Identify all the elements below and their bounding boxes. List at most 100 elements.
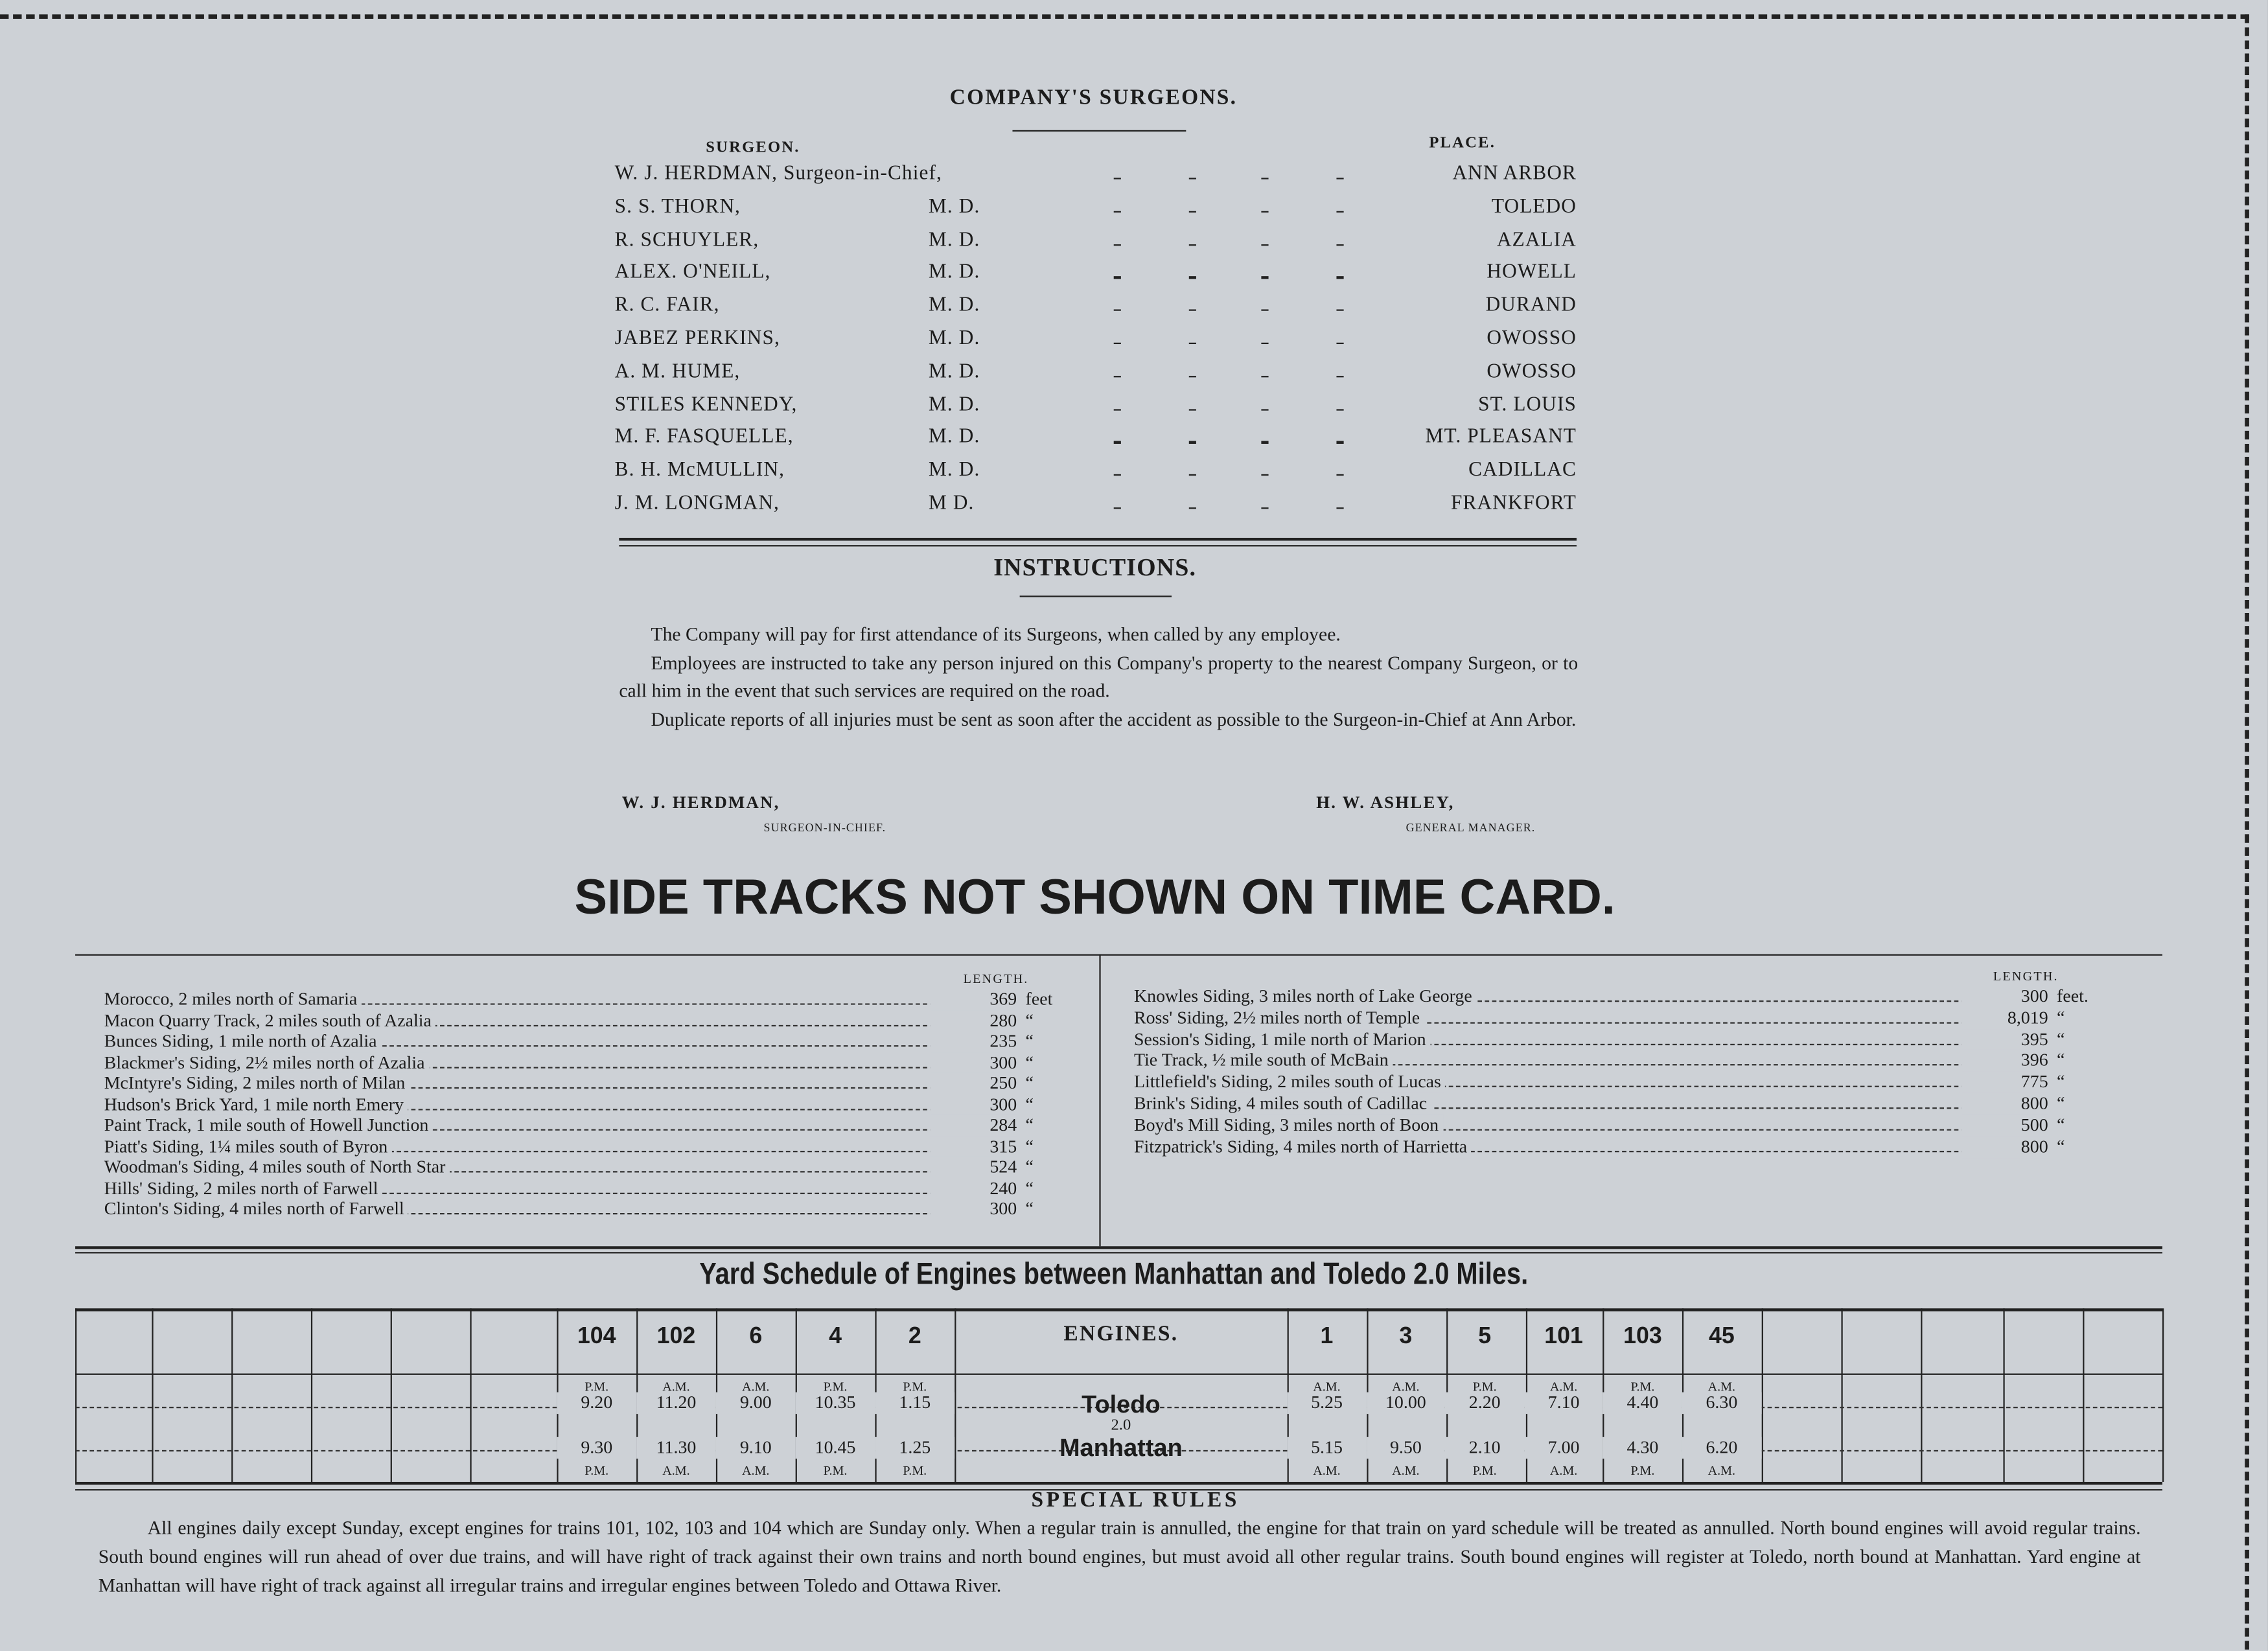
siding-length: 800 bbox=[1961, 1135, 2048, 1158]
period: P.M. bbox=[823, 1379, 848, 1394]
siding-unit: “ bbox=[2057, 1135, 2065, 1157]
leader bbox=[115, 1171, 942, 1173]
rule bbox=[1336, 474, 1344, 476]
length-header: LENGTH. bbox=[1993, 968, 2059, 984]
surgeon-degree: M. D. bbox=[929, 295, 980, 318]
time: 6.20 bbox=[1682, 1437, 1761, 1459]
siding-place: Knowles Siding, 3 miles north of Lake Ge… bbox=[1133, 986, 1477, 1008]
siding-place: McIntyre's Siding, 2 miles north of Mila… bbox=[104, 1072, 410, 1095]
siding-length: 300 bbox=[1961, 986, 2048, 1008]
rule bbox=[1113, 244, 1121, 246]
siding-length: 369 bbox=[930, 989, 1017, 1011]
time: 11.30 bbox=[636, 1437, 716, 1459]
period: A.M. bbox=[1707, 1379, 1736, 1394]
period: A.M. bbox=[662, 1379, 690, 1394]
special-rules-text: All engines daily except Sunday, except … bbox=[98, 1516, 2141, 1597]
rule bbox=[1336, 244, 1344, 246]
station-distance: 2.0 bbox=[1111, 1416, 1131, 1435]
time: 5.15 bbox=[1287, 1437, 1367, 1459]
surgeon-place: AZALIA bbox=[1496, 229, 1577, 251]
surgeon-name: R. C. FAIR, bbox=[614, 295, 720, 318]
siding-place: Fitzpatrick's Siding, 4 miles north of H… bbox=[1133, 1135, 1472, 1158]
rule bbox=[1188, 309, 1196, 312]
siding-unit: “ bbox=[1025, 1030, 1034, 1052]
siding-length: 250 bbox=[930, 1072, 1017, 1095]
engine-number: 4 bbox=[829, 1324, 842, 1349]
signature-name: H. W. ASHLEY, bbox=[1316, 792, 1455, 813]
surgeon-place: TOLEDO bbox=[1491, 196, 1577, 218]
siding-place: Session's Siding, 1 mile north of Marion bbox=[1133, 1028, 1431, 1051]
period: P.M. bbox=[903, 1462, 927, 1478]
time: 2.20 bbox=[1445, 1392, 1525, 1414]
time: 2.10 bbox=[1445, 1437, 1525, 1459]
surgeon-name: S. S. THORN, bbox=[614, 196, 741, 218]
rule bbox=[1188, 211, 1196, 213]
leader bbox=[75, 1449, 2162, 1452]
leader bbox=[115, 1129, 942, 1131]
surgeon-degree: M. D. bbox=[929, 459, 980, 482]
time: 6.30 bbox=[1682, 1392, 1761, 1414]
siding-unit: “ bbox=[1025, 1010, 1034, 1030]
rule bbox=[1188, 277, 1196, 279]
rule bbox=[619, 545, 1577, 547]
time: 10.35 bbox=[795, 1392, 875, 1414]
engine-number: 3 bbox=[1399, 1324, 1413, 1349]
siding-length: 775 bbox=[1961, 1071, 2048, 1094]
time: 4.40 bbox=[1603, 1392, 1682, 1414]
siding-length: 524 bbox=[930, 1156, 1017, 1179]
engine-number: 45 bbox=[1708, 1324, 1735, 1349]
station: Manhattan bbox=[1059, 1434, 1183, 1462]
surgeon-degree: M. D. bbox=[929, 394, 980, 416]
page-border bbox=[0, 14, 2249, 1651]
siding-length: 500 bbox=[1961, 1114, 2048, 1137]
paragraph: The Company will pay for first attendanc… bbox=[651, 623, 1341, 645]
surgeon-name: JABEZ PERKINS, bbox=[614, 328, 780, 350]
leader bbox=[115, 1003, 942, 1005]
siding-length: 284 bbox=[930, 1114, 1017, 1137]
section-title: SIDE TRACKS NOT SHOWN ON TIME CARD. bbox=[574, 870, 1615, 925]
time: 9.20 bbox=[557, 1392, 637, 1414]
rule bbox=[75, 1308, 77, 1482]
siding-place: Boyd's Mill Siding, 3 miles north of Boo… bbox=[1133, 1114, 1443, 1137]
engine-number: 2 bbox=[908, 1324, 921, 1349]
siding-place: Macon Quarry Track, 2 miles south of Aza… bbox=[104, 1010, 436, 1032]
rule bbox=[1188, 178, 1196, 180]
rule bbox=[1261, 474, 1269, 476]
section-title: SPECIAL RULES bbox=[1031, 1489, 1240, 1512]
siding-length: 8,019 bbox=[1961, 1007, 2048, 1030]
signature-role: SURGEON-IN-CHIEF. bbox=[763, 821, 886, 835]
leader bbox=[1145, 1129, 1973, 1131]
siding-place: Woodman's Siding, 4 miles south of North… bbox=[104, 1156, 450, 1179]
rule bbox=[1188, 507, 1196, 509]
rule bbox=[1113, 408, 1121, 411]
engine-number: 6 bbox=[749, 1324, 763, 1349]
engine-number: 103 bbox=[1623, 1324, 1662, 1349]
rule bbox=[1261, 244, 1269, 246]
siding-unit: “ bbox=[2057, 1071, 2065, 1092]
rule bbox=[1261, 342, 1269, 345]
siding-length: 240 bbox=[930, 1177, 1017, 1199]
siding-unit: “ bbox=[1025, 1198, 1034, 1219]
rule bbox=[1188, 408, 1196, 411]
engine-number: 101 bbox=[1544, 1324, 1583, 1349]
leader bbox=[75, 1406, 2162, 1409]
period: P.M. bbox=[1630, 1462, 1655, 1478]
rule bbox=[1336, 441, 1344, 444]
engine-number: 102 bbox=[656, 1324, 696, 1349]
rule bbox=[75, 1373, 2162, 1375]
surgeon-place: ST. LOUIS bbox=[1478, 394, 1577, 416]
time: 7.10 bbox=[1524, 1392, 1604, 1414]
siding-unit: “ bbox=[2057, 1007, 2065, 1028]
station: Toledo bbox=[1082, 1391, 1161, 1418]
surgeon-degree: M. D. bbox=[929, 196, 980, 218]
siding-length: 395 bbox=[1961, 1028, 2048, 1051]
paragraph: Duplicate reports of all injuries must b… bbox=[651, 708, 1577, 730]
leader bbox=[115, 1212, 942, 1215]
rule bbox=[1261, 309, 1269, 312]
rule bbox=[1113, 342, 1121, 345]
siding-length: 280 bbox=[930, 1010, 1017, 1032]
section-title: Yard Schedule of Engines between Manhatt… bbox=[699, 1258, 1529, 1291]
time: 10.45 bbox=[795, 1437, 875, 1459]
rule bbox=[1113, 375, 1121, 378]
